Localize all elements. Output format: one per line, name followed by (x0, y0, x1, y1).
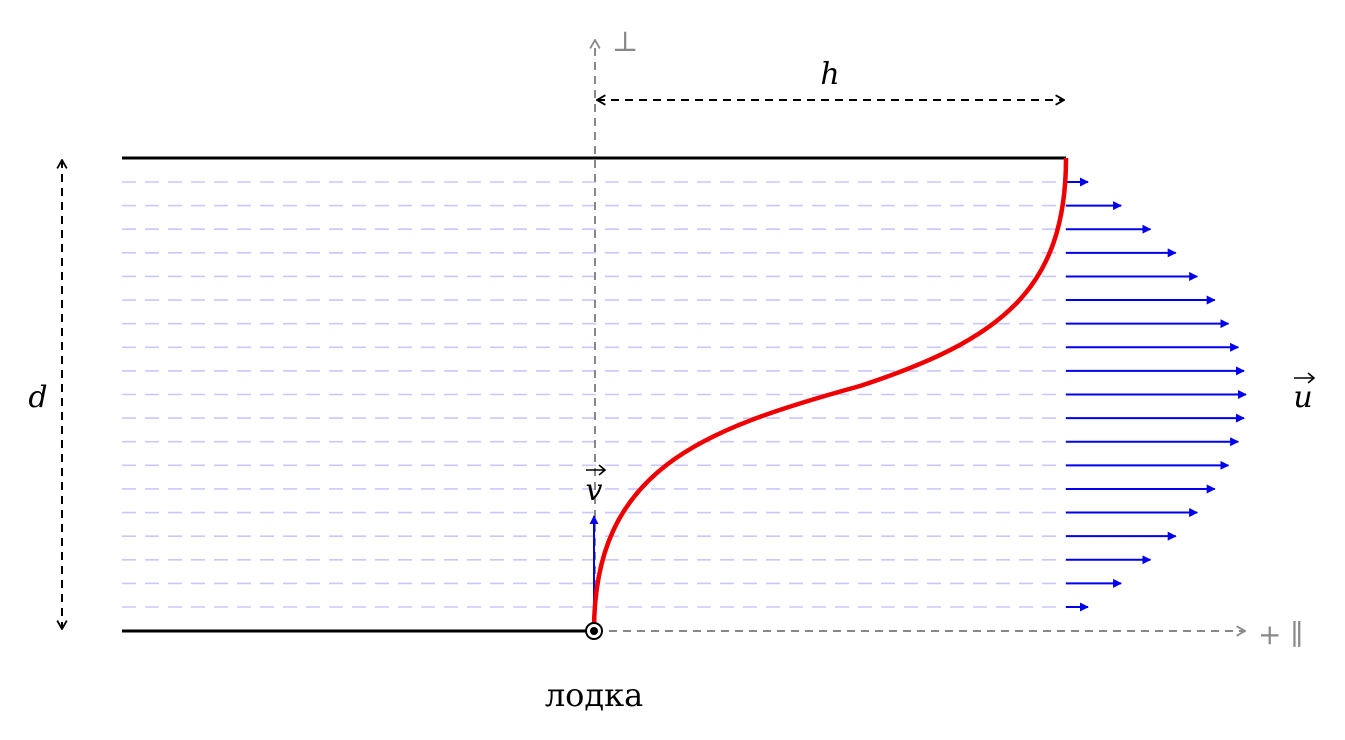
circled-dot-icon (585, 622, 603, 640)
vector-arrow-icon (1294, 372, 1316, 384)
boat-trajectory (591, 157, 1069, 632)
depth-label: d (28, 380, 47, 415)
flow-velocity-label: u (1293, 380, 1312, 415)
boat-velocity-label-group: v (586, 464, 607, 508)
flow-arrows (1066, 177, 1247, 612)
flow-velocity-label-group: u (1293, 372, 1316, 415)
width-label: h (820, 57, 839, 92)
boat-velocity-label: v (586, 473, 603, 508)
boat-label: лодка (545, 676, 643, 714)
parallel-axis-label: + ∥ (1258, 618, 1303, 651)
perpendicular-axis-label: ⊥ (612, 25, 638, 58)
vector-arrow-icon (586, 464, 607, 476)
